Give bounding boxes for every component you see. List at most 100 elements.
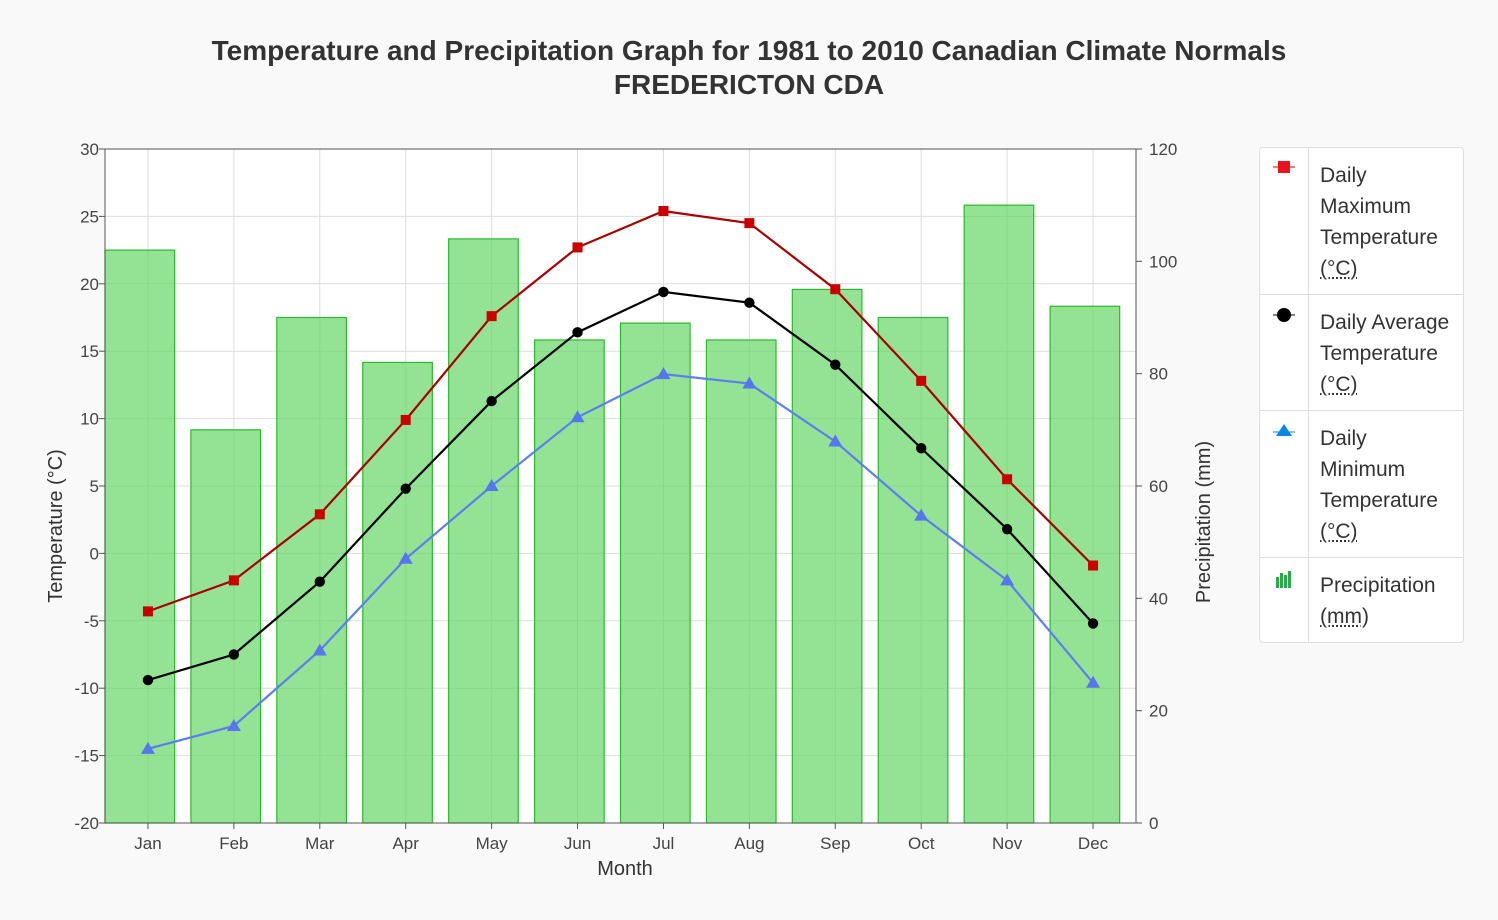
- precipitation-bar: [705, 339, 777, 824]
- precipitation-bar: [963, 204, 1035, 824]
- precipitation-bars: [104, 204, 1121, 824]
- data-point-min: [226, 718, 241, 731]
- legend-label: Daily Minimum Temperature: [1320, 427, 1438, 512]
- left-tick-label: 0: [90, 544, 99, 563]
- x-tick-label: May: [476, 834, 509, 853]
- precipitation-bar: [791, 288, 863, 824]
- data-point-min: [484, 479, 499, 491]
- x-tick-label: Nov: [992, 834, 1023, 853]
- data-point-min: [398, 551, 413, 564]
- x-tick-label: Dec: [1078, 834, 1109, 853]
- left-tick-label: -10: [74, 679, 99, 698]
- data-point-avg: [744, 297, 755, 308]
- left-tick-label: -5: [84, 612, 99, 631]
- data-point-min: [1086, 675, 1101, 688]
- series-line: [147, 372, 1094, 750]
- data-point-max: [228, 575, 239, 586]
- precipitation-bar: [448, 238, 519, 824]
- chart-legend: Daily Maximum Temperature (°C) Daily Ave…: [1259, 147, 1464, 643]
- x-axis-label: Month: [597, 858, 653, 880]
- data-point-min: [914, 508, 929, 521]
- right-tick-label: 40: [1149, 589, 1168, 608]
- green-bar-icon: [1260, 558, 1309, 642]
- data-point-max: [830, 284, 841, 295]
- data-point-max: [486, 311, 497, 322]
- right-axis-ticks: 120 100 80 60 40 20 0: [1136, 140, 1177, 833]
- data-point-avg: [400, 483, 411, 494]
- legend-item-max-temp[interactable]: Daily Maximum Temperature (°C): [1260, 148, 1463, 294]
- data-point-avg: [142, 674, 154, 686]
- data-point-min: [828, 434, 843, 447]
- data-point-min: [656, 367, 671, 380]
- legend-item-precipitation[interactable]: Precipitation (mm): [1260, 557, 1463, 642]
- right-axis-label: Precipitation (mm): [1193, 441, 1215, 603]
- data-point-max: [572, 242, 583, 253]
- data-point-max: [658, 206, 669, 217]
- legend-label: Daily Average Temperature: [1320, 311, 1450, 365]
- left-tick-label: 30: [80, 140, 99, 159]
- legend-label: Precipitation: [1320, 574, 1436, 597]
- data-point-avg: [1001, 523, 1013, 535]
- right-tick-label: 0: [1149, 814, 1158, 833]
- data-point-avg: [314, 576, 325, 587]
- x-tick-label: Apr: [392, 834, 419, 853]
- data-point-min: [570, 410, 585, 423]
- data-point-avg: [1087, 618, 1099, 629]
- temperature-lines: [140, 206, 1101, 754]
- legend-item-avg-temp[interactable]: Daily Average Temperature (°C): [1260, 294, 1463, 410]
- series-line: [147, 209, 1094, 613]
- legend-unit: (°C): [1320, 520, 1358, 543]
- chart-title: Temperature and Precipitation Graph for …: [0, 34, 1498, 102]
- left-axis-ticks: 30 25 20 15 10 5 0 -5 -10 -15 -20: [74, 140, 105, 833]
- legend-unit: (°C): [1320, 373, 1358, 396]
- blue-triangle-icon: [1260, 411, 1309, 557]
- data-point-avg: [830, 359, 841, 370]
- x-tick-label: Oct: [908, 834, 935, 853]
- x-tick-label: Aug: [734, 834, 764, 853]
- left-tick-label: -20: [74, 814, 99, 833]
- precipitation-bar: [276, 316, 348, 824]
- x-tick-label: Jan: [134, 834, 161, 853]
- x-tick-label: Sep: [820, 834, 850, 853]
- data-point-max: [400, 414, 411, 425]
- left-tick-label: 25: [80, 207, 99, 226]
- data-point-max: [142, 606, 153, 617]
- series-line: [147, 290, 1094, 682]
- legend-unit: (°C): [1320, 257, 1358, 280]
- data-point-avg: [486, 395, 497, 407]
- left-axis-label: Temperature (°C): [45, 449, 67, 603]
- data-point-avg: [228, 649, 240, 660]
- x-tick-label: Mar: [305, 834, 335, 853]
- x-tick-label: Jun: [564, 834, 591, 853]
- data-point-max: [1002, 474, 1013, 485]
- data-point-min: [1000, 573, 1015, 586]
- legend-item-min-temp[interactable]: Daily Minimum Temperature (°C): [1260, 410, 1463, 557]
- black-circle-icon: [1260, 295, 1309, 410]
- precipitation-bar: [877, 316, 949, 824]
- chart-title-line2: FREDERICTON CDA: [613, 69, 885, 100]
- data-point-max: [744, 218, 755, 229]
- x-tick-label: Jul: [653, 834, 675, 853]
- red-square-icon: [1260, 148, 1309, 294]
- left-tick-label: -15: [74, 747, 99, 766]
- right-tick-label: 100: [1149, 252, 1177, 271]
- x-tick-label: Feb: [219, 834, 248, 853]
- data-point-avg: [916, 443, 927, 454]
- data-point-max: [916, 375, 927, 386]
- data-point-max: [314, 509, 325, 520]
- right-tick-label: 120: [1149, 140, 1177, 159]
- right-tick-label: 20: [1149, 702, 1168, 721]
- data-point-min: [312, 643, 327, 656]
- data-point-min: [140, 741, 155, 754]
- legend-label: Daily Maximum Temperature: [1320, 164, 1438, 249]
- data-point-avg: [658, 286, 669, 298]
- x-axis-ticks: Jan Feb Mar Apr May Jun Jul Aug Sep Oct Nov Dec: [134, 823, 1109, 853]
- left-tick-label: 15: [80, 342, 99, 361]
- right-tick-label: 60: [1149, 477, 1168, 496]
- right-tick-label: 80: [1149, 365, 1168, 384]
- data-point-max: [1088, 560, 1099, 571]
- precipitation-bar: [104, 249, 176, 824]
- data-point-avg: [572, 327, 583, 338]
- chart-title-line1: Temperature and Precipitation Graph for …: [211, 35, 1287, 66]
